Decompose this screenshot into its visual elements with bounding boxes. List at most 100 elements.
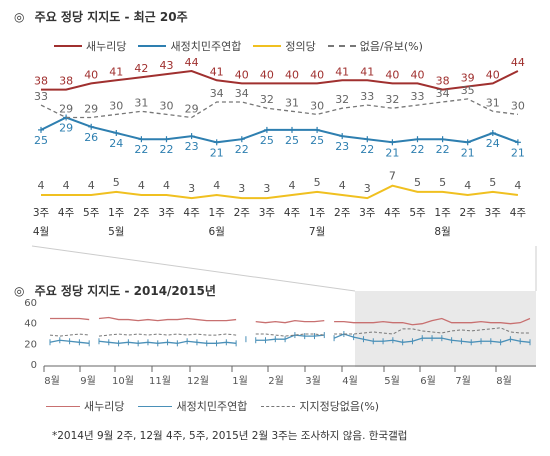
- bottom-series-2-seg-3: [255, 333, 325, 337]
- x-tick-label-3: 1주: [108, 207, 125, 219]
- data-label-1-13: 22: [360, 143, 374, 156]
- zoom-connector-left: [31, 245, 356, 292]
- bottom-x-label-6: 2월: [268, 375, 284, 387]
- x-tick-label-19: 4주: [510, 207, 527, 219]
- bottom-x-label-5: 1월: [232, 375, 248, 387]
- data-label-3-16: 34: [436, 87, 450, 100]
- data-label-2-11: 5: [314, 176, 321, 189]
- data-label-2-3: 5: [113, 176, 120, 189]
- y-tick-label-0: 0: [31, 360, 37, 371]
- bottom-series-2-seg-1: [98, 333, 237, 337]
- x-tick-label-18: 3주: [485, 207, 502, 219]
- top-chart-title-text: 주요 정당 지지도 - 최근 20주: [34, 10, 188, 24]
- data-label-0-17: 39: [461, 72, 475, 85]
- y-tick-label-2: 40: [24, 319, 37, 330]
- data-label-1-19: 21: [511, 146, 525, 159]
- data-label-1-3: 24: [109, 137, 123, 150]
- data-label-0-13: 41: [360, 65, 374, 78]
- data-label-1-18: 24: [486, 137, 500, 150]
- x-tick-label-1: 4주: [58, 207, 75, 219]
- data-label-1-16: 22: [436, 143, 450, 156]
- data-label-3-12: 32: [335, 93, 349, 106]
- x-tick-label-16: 1주: [434, 207, 451, 219]
- data-label-2-16: 5: [439, 176, 446, 189]
- data-label-0-16: 38: [436, 75, 450, 88]
- x-tick-label-14: 4주: [384, 207, 401, 219]
- data-label-3-10: 31: [285, 96, 299, 109]
- legend2-swatch-saenuri: [46, 405, 80, 407]
- bottom-x-label-12: 8월: [496, 375, 512, 387]
- data-label-1-6: 23: [185, 140, 199, 153]
- title-mark: ◎: [14, 10, 25, 24]
- footnote: *2014년 9월 2주, 12월 4주, 5주, 2015년 2월 3주는 조…: [52, 430, 408, 442]
- x-tick-label-9: 3주: [259, 207, 276, 219]
- x-tick-label-7: 1주: [209, 207, 226, 219]
- x-tick-label-0: 3주: [33, 207, 50, 219]
- data-label-0-2: 40: [84, 68, 98, 81]
- data-label-1-9: 25: [260, 134, 274, 147]
- top-chart-title: ◎ 주요 정당 지지도 - 최근 20주: [14, 8, 188, 25]
- legend-label-justice: 정의당: [285, 40, 316, 53]
- bottom-series-0-seg-3: [255, 319, 325, 324]
- bottom-chart-title: ◎ 주요 정당 지지도 - 2014/2015년: [14, 282, 216, 299]
- data-label-1-4: 22: [134, 143, 148, 156]
- series-line-1: [40, 116, 519, 144]
- legend-swatch-none: [327, 45, 356, 47]
- bottom-legend: 새누리당 새정치민주연합 지지정당없음(%): [46, 398, 379, 414]
- data-label-3-11: 30: [310, 99, 324, 112]
- data-label-0-11: 40: [310, 68, 324, 81]
- data-label-1-5: 22: [160, 143, 174, 156]
- bottom-x-label-11: 7월: [455, 375, 471, 387]
- data-label-3-1: 29: [59, 103, 73, 116]
- data-label-1-10: 25: [285, 134, 299, 147]
- title-mark-2: ◎: [14, 284, 25, 298]
- data-label-3-17: 35: [461, 84, 475, 97]
- data-label-0-7: 41: [210, 65, 224, 78]
- data-label-3-7: 34: [210, 87, 224, 100]
- x-tick-label-5: 3주: [158, 207, 175, 219]
- data-label-3-9: 32: [260, 93, 274, 106]
- bottom-x-label-0: 8월: [44, 375, 60, 387]
- bottom-series-2-seg-4: [334, 327, 530, 335]
- data-label-2-1: 4: [63, 179, 70, 192]
- data-label-0-5: 43: [160, 59, 174, 72]
- bottom-x-label-4: 12월: [187, 375, 209, 387]
- data-label-3-14: 32: [385, 93, 399, 106]
- data-label-2-8: 3: [238, 182, 245, 195]
- y-tick-label-3: 60: [24, 298, 37, 309]
- legend-label-saenuri: 새누리당: [86, 40, 127, 53]
- data-label-1-11: 25: [310, 134, 324, 147]
- legend2-label-npad: 새정치민주연합: [176, 400, 248, 413]
- data-label-2-9: 3: [263, 182, 270, 195]
- bottom-x-label-3: 11월: [149, 375, 171, 387]
- data-label-3-18: 31: [486, 96, 500, 109]
- legend-label-none: 없음/유보(%): [359, 40, 423, 53]
- data-label-2-2: 4: [88, 179, 95, 192]
- legend2-label-none: 지지정당없음(%): [299, 400, 380, 413]
- data-label-2-13: 3: [364, 182, 371, 195]
- series-line-2: [41, 184, 519, 200]
- recent-weeks-highlight: [355, 291, 536, 367]
- data-label-0-12: 41: [335, 65, 349, 78]
- data-label-3-4: 31: [134, 96, 148, 109]
- legend2-label-saenuri: 새누리당: [84, 400, 125, 413]
- data-label-2-19: 4: [514, 179, 521, 192]
- x-month-label-1: 5월: [108, 226, 124, 238]
- data-label-1-14: 21: [385, 146, 399, 159]
- data-label-1-1: 29: [59, 122, 73, 135]
- x-tick-label-2: 5주: [83, 207, 100, 219]
- bottom-x-label-7: 3월: [305, 375, 321, 387]
- data-label-0-3: 41: [109, 65, 123, 78]
- data-label-2-12: 4: [339, 179, 346, 192]
- data-label-0-18: 40: [486, 68, 500, 81]
- x-month-label-4: 8월: [434, 226, 450, 238]
- data-label-3-0: 33: [34, 90, 48, 103]
- data-label-1-7: 21: [210, 146, 224, 159]
- data-label-3-2: 29: [84, 103, 98, 116]
- x-tick-label-6: 4주: [183, 207, 200, 219]
- data-label-3-8: 34: [235, 87, 249, 100]
- legend-swatch-saenuri: [54, 45, 82, 47]
- data-label-3-6: 29: [185, 103, 199, 116]
- data-label-2-18: 5: [489, 176, 496, 189]
